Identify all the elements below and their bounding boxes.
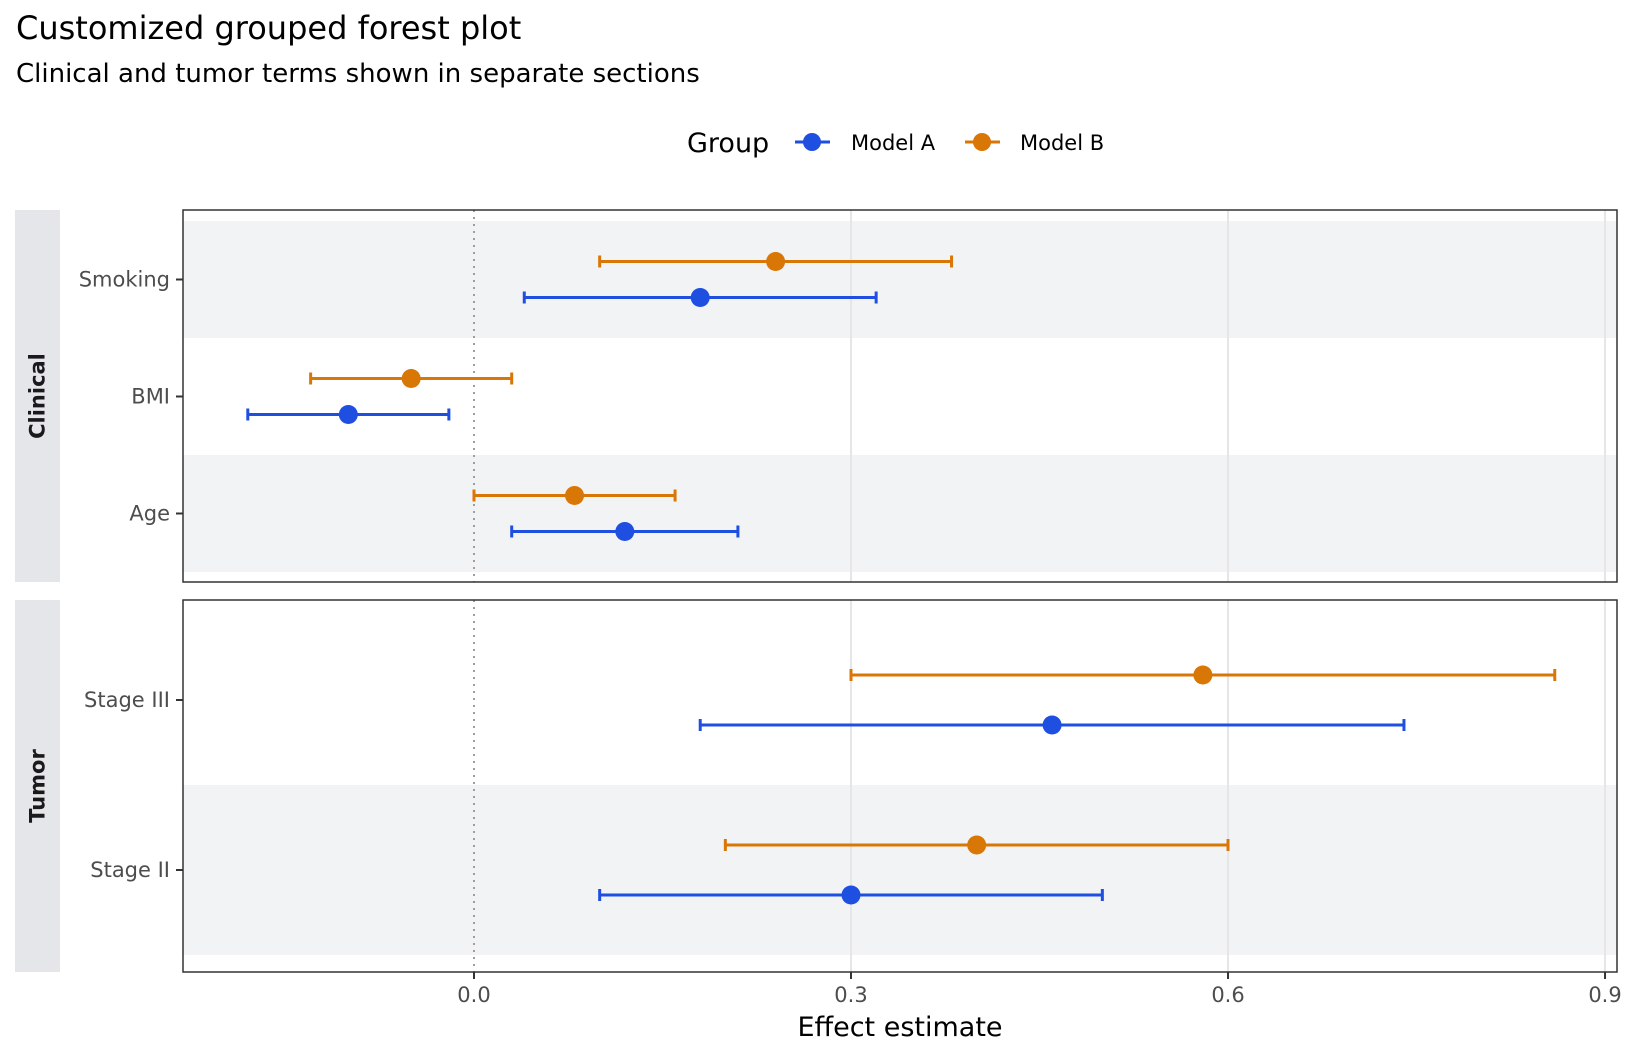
estimate-model-b [598,252,954,271]
estimate-model-b [849,665,1557,685]
legend-entry-model-b: Model B [965,131,1104,155]
y-tick-label: Age [129,502,170,526]
y-tick-label: Smoking [79,268,170,292]
row-shading [183,455,1617,572]
estimate-model-a [510,522,740,541]
point-estimate [1193,665,1213,685]
panels: Smoking BMI Age Clinical Stage III Stage II Tu… [15,209,1618,973]
row-shading [183,785,1617,955]
strip-label: Tumor [26,749,50,823]
panel-border [182,209,1618,583]
estimate-model-a [246,405,451,424]
legend-key-dot [973,133,991,151]
panel-tumor: Stage III Stage II Tumor [15,599,1618,973]
x-axis-title: Effect estimate [797,1012,1002,1043]
point-estimate [690,288,710,307]
estimate-model-a [598,885,1104,905]
point-estimate [841,885,861,905]
point-estimate [967,835,987,855]
estimate-model-b [309,369,514,388]
legend: Group Model A Model B [687,128,1104,159]
x-axis: 0.0 0.3 0.6 0.9 [457,972,1622,1007]
estimate-model-a [522,288,878,307]
estimate-model-b [723,835,1230,855]
point-estimate [1042,715,1062,735]
legend-key-dot [803,133,821,151]
estimate-model-b [472,486,677,505]
y-tick-label: Stage II [90,858,170,882]
strip-background [15,210,60,582]
row-shading [183,221,1617,338]
legend-label-model-a: Model A [851,131,936,155]
panel-clinical: Smoking BMI Age Clinical [15,209,1618,583]
point-estimate [766,252,786,271]
x-tick-label: 0.6 [1211,983,1244,1007]
legend-entry-model-a: Model A [795,131,936,155]
strip-label: Clinical [26,353,50,439]
x-tick-label: 0.9 [1588,983,1621,1007]
estimate-model-a [698,715,1406,735]
legend-title: Group [687,128,769,159]
point-estimate [338,405,358,424]
x-tick-label: 0.0 [457,983,490,1007]
point-estimate [401,369,421,388]
point-estimate [615,522,635,541]
y-tick-label: BMI [131,385,170,409]
y-tick-label: Stage III [84,688,170,712]
strip-background [15,600,60,972]
point-estimate [565,486,585,505]
panel-border [182,599,1618,973]
chart-subtitle: Clinical and tumor terms shown in separa… [16,59,700,89]
chart-title: Customized grouped forest plot [16,9,521,47]
legend-label-model-b: Model B [1020,131,1104,155]
x-tick-label: 0.3 [834,983,867,1007]
